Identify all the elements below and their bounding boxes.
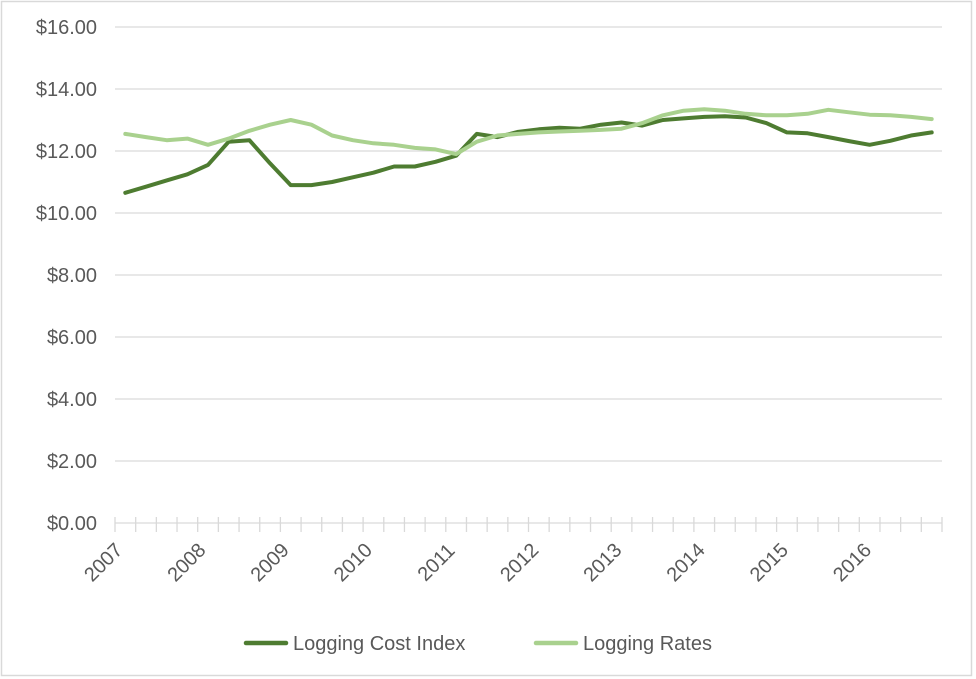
legend-label-logging-cost-index: Logging Cost Index xyxy=(293,633,465,655)
y-tick-label: $12.00 xyxy=(36,141,97,163)
legend-label-logging-rates: Logging Rates xyxy=(583,633,712,655)
legend: Logging Cost Index Logging Rates xyxy=(243,633,712,655)
x-axis-ticks xyxy=(114,517,943,532)
x-tick-label: 2010 xyxy=(330,539,377,586)
gridlines xyxy=(115,26,942,524)
y-tick-label: $10.00 xyxy=(36,203,97,225)
y-tick-label: $16.00 xyxy=(36,17,97,39)
y-tick-label: $14.00 xyxy=(36,79,97,101)
series-lines xyxy=(123,107,934,195)
series-line-logging-rates xyxy=(123,107,934,157)
y-tick-label: $0.00 xyxy=(47,513,97,535)
x-tick-label: 2008 xyxy=(163,539,210,586)
x-tick-label: 2015 xyxy=(746,539,793,586)
x-tick-label: 2009 xyxy=(247,539,294,586)
series-line-logging-cost-index xyxy=(123,114,934,195)
x-tick-label: 2007 xyxy=(80,539,127,586)
x-axis-labels: 2007 2008 2009 2010 2011 2012 2013 2014 2015 2016 xyxy=(80,539,876,586)
y-tick-label: $4.00 xyxy=(47,389,97,411)
y-tick-label: $2.00 xyxy=(47,451,97,473)
x-tick-label: 2014 xyxy=(663,539,710,586)
y-tick-label: $8.00 xyxy=(47,265,97,287)
y-axis-labels: $16.00 $14.00 $12.00 $10.00 $8.00 $6.00 $4.00 $… xyxy=(36,17,97,535)
x-tick-label: 2013 xyxy=(579,539,626,586)
y-tick-label: $6.00 xyxy=(47,327,97,349)
x-tick-label: 2011 xyxy=(414,540,460,586)
x-tick-label: 2016 xyxy=(829,539,876,586)
x-tick-label: 2012 xyxy=(496,539,543,586)
